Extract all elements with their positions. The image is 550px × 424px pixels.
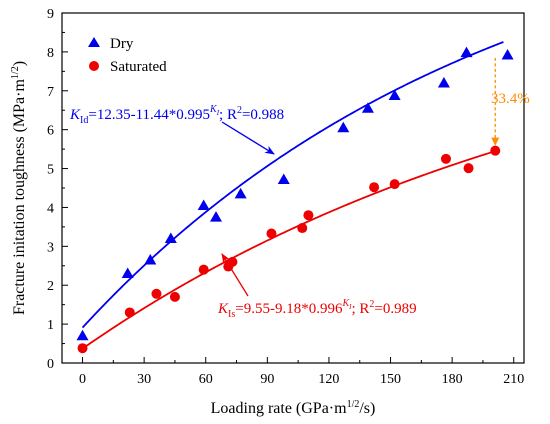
- dry-data-point: [388, 89, 401, 100]
- x-tick-label: 30: [137, 372, 151, 387]
- y-tick-label: 2: [47, 279, 54, 294]
- difference-label: 33.4%: [491, 91, 530, 107]
- saturated-data-point: [266, 228, 277, 239]
- dry-data-point: [234, 187, 247, 199]
- saturated-data-point: [124, 307, 135, 318]
- saturated-data-point: [77, 343, 88, 354]
- dry-data-point: [501, 49, 514, 60]
- legend-saturated-label: Saturated: [110, 59, 167, 75]
- y-tick-label: 6: [47, 124, 54, 139]
- dry-equation: KId=12.35-11.44*0.995KI; R2=0.988: [69, 104, 284, 126]
- dry-data-point: [197, 199, 210, 210]
- x-tick-label: 0: [79, 372, 86, 387]
- saturated-data-point: [297, 223, 308, 234]
- legend-dry-label: Dry: [110, 36, 134, 52]
- dry-data-point: [121, 267, 134, 279]
- saturated-data-point: [151, 288, 162, 299]
- saturated-data-point: [440, 153, 451, 164]
- legend-dry-marker: [88, 37, 100, 47]
- dry-data-point: [144, 253, 157, 265]
- dry-fit-curve: [81, 41, 504, 329]
- y-tick-label: 0: [47, 357, 54, 372]
- y-tick-label: 4: [47, 201, 54, 216]
- y-tick-label: 8: [47, 46, 54, 61]
- x-tick-label: 120: [318, 372, 339, 387]
- y-tick-label: 9: [47, 7, 54, 22]
- dry-equation-arrow: [221, 121, 275, 155]
- x-tick-label: 210: [503, 372, 524, 387]
- x-axis-label: Loading rate (GPa·m1/2/s): [211, 399, 376, 417]
- y-tick-label: 5: [47, 163, 54, 178]
- dry-series: [76, 46, 514, 341]
- dry-data-point: [76, 329, 89, 341]
- saturated-data-point: [169, 291, 180, 302]
- y-axis-label: Fracture initation toughness (MPa·m1/2): [10, 61, 28, 315]
- dry-data-point: [437, 77, 450, 88]
- x-axis-ticks: 0 30 60 90 120 150 180 210: [79, 357, 524, 387]
- x-tick-label: 90: [260, 372, 274, 387]
- saturated-data-point: [389, 179, 400, 190]
- legend-saturated-marker: [89, 61, 99, 71]
- y-axis-ticks: 0 1 2 3 4 5 6 7 8 9: [47, 7, 68, 372]
- y-tick-label: 3: [47, 240, 54, 255]
- dry-data-point: [337, 121, 350, 133]
- dry-data-point: [164, 232, 177, 244]
- legend: Dry Saturated: [88, 36, 167, 75]
- dry-data-point: [210, 211, 222, 222]
- saturated-data-point: [463, 163, 474, 174]
- saturated-data-point: [198, 264, 209, 275]
- saturated-data-point: [369, 182, 380, 193]
- saturated-equation-arrow: [221, 253, 249, 297]
- dry-data-point: [361, 102, 374, 113]
- x-tick-label: 150: [380, 372, 401, 387]
- dry-data-point: [460, 46, 473, 58]
- y-tick-label: 7: [47, 85, 54, 100]
- saturated-series: [77, 145, 501, 354]
- saturated-fit-curve: [82, 150, 496, 350]
- saturated-data-point: [490, 145, 501, 156]
- dry-data-point: [277, 173, 290, 184]
- saturated-equation: KIs=9.55-9.18*0.996KI; R2=0.989: [217, 298, 417, 320]
- y-tick-label: 1: [47, 318, 54, 333]
- saturated-data-point: [303, 210, 314, 221]
- x-tick-label: 180: [442, 372, 463, 387]
- x-tick-label: 60: [199, 372, 213, 387]
